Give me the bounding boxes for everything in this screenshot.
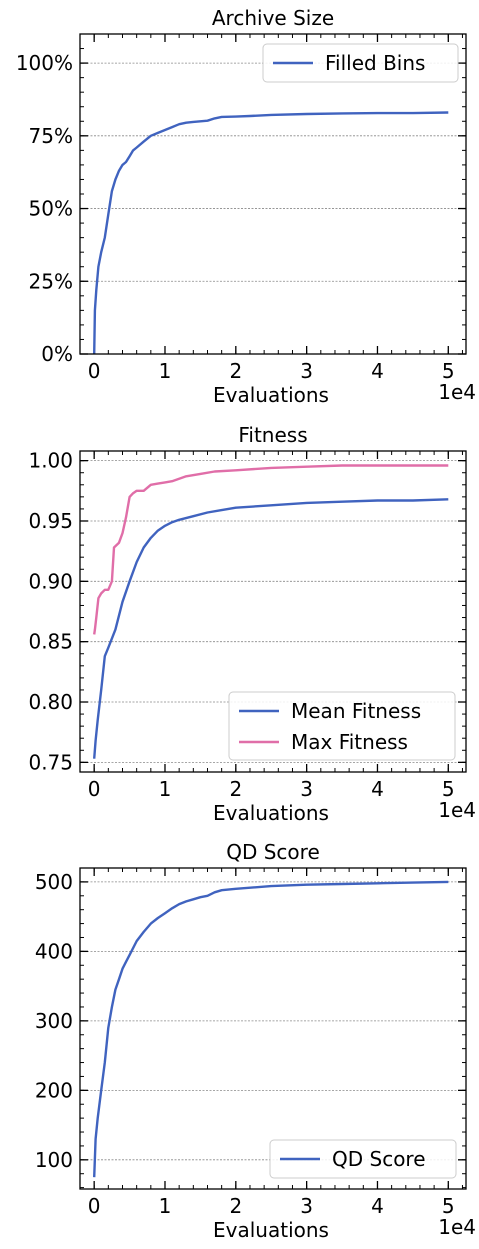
legend: Mean Fitness Max Fitness (229, 692, 455, 760)
y-tick-label: 300 (35, 1009, 73, 1033)
y-tick-label: 1.00 (28, 449, 73, 473)
x-axis-label: Evaluations (213, 383, 329, 407)
y-tick-label: 200 (35, 1078, 73, 1102)
series-line-filled-bins (94, 113, 448, 355)
x-offset-label: 1e4 (438, 798, 476, 822)
x-tick-label: 3 (300, 777, 313, 801)
x-tick-label: 2 (229, 359, 242, 383)
y-tick-label: 75% (29, 124, 73, 148)
chart-title: Fitness (238, 423, 307, 447)
y-tick-label: 50% (29, 197, 73, 221)
x-tick-label: 1 (159, 777, 172, 801)
x-tick-label: 2 (229, 777, 242, 801)
x-offset-label: 1e4 (438, 1215, 476, 1239)
y-tick-label: 0.75 (28, 750, 73, 774)
y-tick-label: 100 (35, 1148, 73, 1172)
x-tick-label: 4 (371, 1194, 384, 1218)
y-tick-label: 100% (16, 51, 73, 75)
x-axis-label: Evaluations (213, 1218, 329, 1242)
x-tick-label: 0 (88, 777, 101, 801)
x-tick-label: 1 (159, 1194, 172, 1218)
x-tick-label: 0 (88, 359, 101, 383)
y-tick-label: 500 (35, 870, 73, 894)
chart-title: QD Score (226, 840, 320, 864)
x-tick-label: 1 (159, 359, 172, 383)
x-offset-label: 1e4 (438, 380, 476, 404)
legend: QD Score (270, 1140, 456, 1178)
y-tick-label: 400 (35, 939, 73, 963)
legend: Filled Bins (263, 44, 458, 82)
y-tick-label: 0.85 (28, 630, 73, 654)
x-axis-label: Evaluations (213, 801, 329, 825)
legend-label: QD Score (332, 1147, 426, 1171)
series-line-qd-score (94, 882, 448, 1177)
y-tick-label: 0.90 (28, 569, 73, 593)
y-tick-label: 0.95 (28, 509, 73, 533)
x-tick-label: 3 (300, 359, 313, 383)
y-tick-label: 0.80 (28, 690, 73, 714)
y-tick-label: 0% (41, 342, 73, 366)
series-line-max-fitness (94, 466, 448, 635)
x-tick-label: 2 (229, 1194, 242, 1218)
legend-label: Max Fitness (291, 730, 408, 754)
chart-title: Archive Size (212, 6, 334, 30)
legend-label: Mean Fitness (291, 699, 421, 723)
y-tick-label: 25% (29, 269, 73, 293)
x-tick-label: 4 (371, 777, 384, 801)
x-tick-label: 0 (88, 1194, 101, 1218)
x-tick-label: 3 (300, 1194, 313, 1218)
x-tick-label: 4 (371, 359, 384, 383)
legend-label: Filled Bins (325, 51, 425, 75)
